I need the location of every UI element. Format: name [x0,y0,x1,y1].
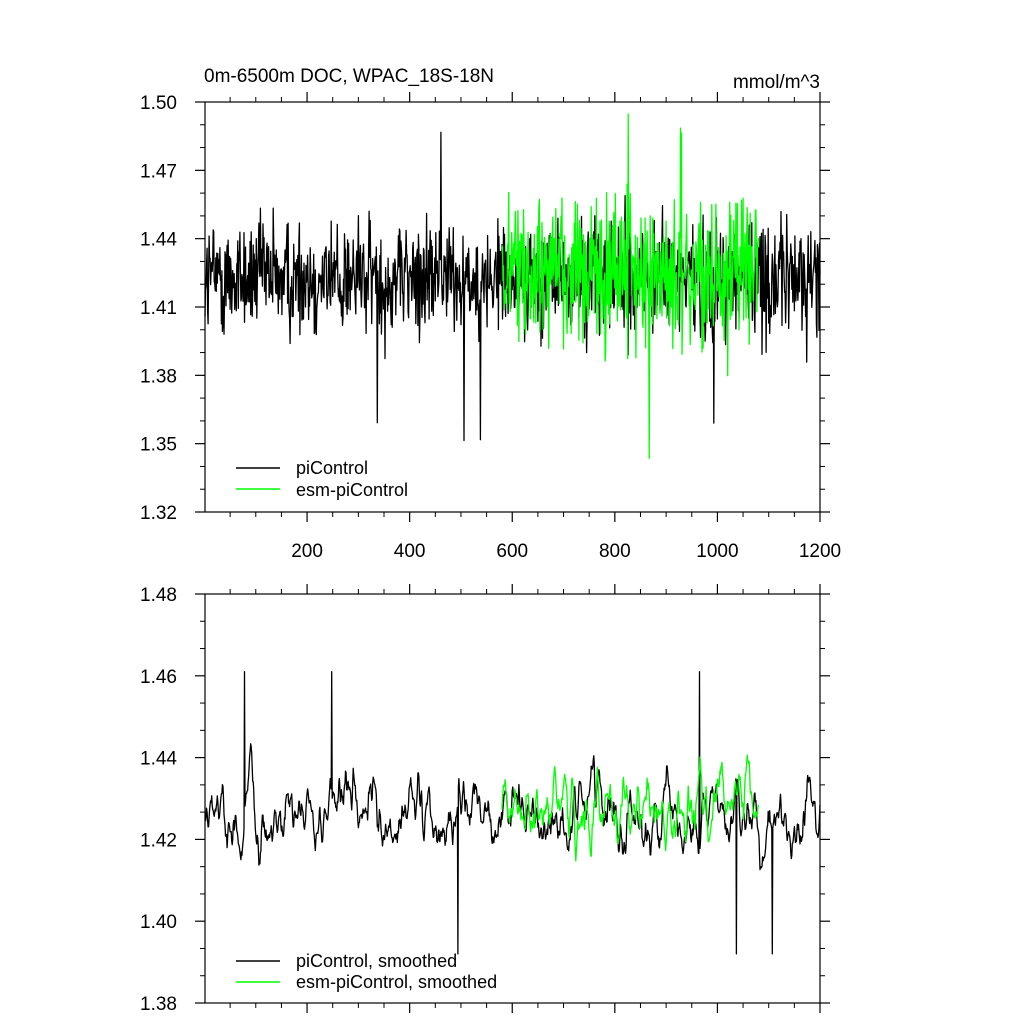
x-tick-label: 600 [496,541,528,562]
bottom-series-lines [204,671,821,955]
top-panel: 0m-6500m DOC, WPAC_18S-18N mmol/m^3 1.32… [140,66,841,562]
bottom-legend: piControl, smoothed esm-piControl, smoot… [236,951,497,992]
y-tick-label: 1.40 [140,912,177,933]
x-tick-label: 200 [291,541,323,562]
y-tick-label: 1.35 [140,435,177,456]
y-tick-label: 1.38 [140,994,177,1015]
x-tick-label: 1000 [696,541,738,562]
y-tick-label: 1.47 [140,161,177,182]
series-line-picontrol-smoothed [204,671,821,955]
legend-label-esm-picontrol: esm-piControl [296,480,408,500]
series-line-esm-picontrol-smoothed [501,754,760,862]
legend-label-picontrol: piControl [296,458,368,478]
bottom-panel: 1.38 1.40 1.42 1.44 1.46 1.48 piControl, smoo… [140,584,830,1015]
x-tick-label: 800 [599,541,631,562]
y-tick-label: 1.41 [140,298,177,319]
bottom-axes: 1.38 1.40 1.42 1.44 1.46 1.48 [140,584,830,1015]
y-tick-label: 1.38 [140,366,177,387]
y-tick-label: 1.50 [140,93,177,114]
y-tick-label: 1.44 [140,749,177,770]
units-label: mmol/m^3 [733,72,820,93]
y-tick-label: 1.42 [140,830,177,851]
legend-label-esm-picontrol-smoothed: esm-piControl, smoothed [296,972,497,992]
x-tick-label: 1200 [799,541,841,562]
top-axes: 1.32 1.35 1.38 1.41 1.44 1.47 1.50 200 400 600 800… [140,92,841,562]
chart-title: 0m-6500m DOC, WPAC_18S-18N [204,66,494,87]
legend-label-picontrol-smoothed: piControl, smoothed [296,951,457,971]
y-tick-label: 1.48 [140,585,177,606]
y-tick-label: 1.46 [140,667,177,688]
top-legend: piControl esm-piControl [236,458,408,500]
y-tick-label: 1.32 [140,503,177,524]
y-tick-label: 1.44 [140,230,177,251]
series-line-esm-picontrol [501,113,760,459]
top-series-lines [204,113,821,459]
x-tick-label: 400 [394,541,426,562]
